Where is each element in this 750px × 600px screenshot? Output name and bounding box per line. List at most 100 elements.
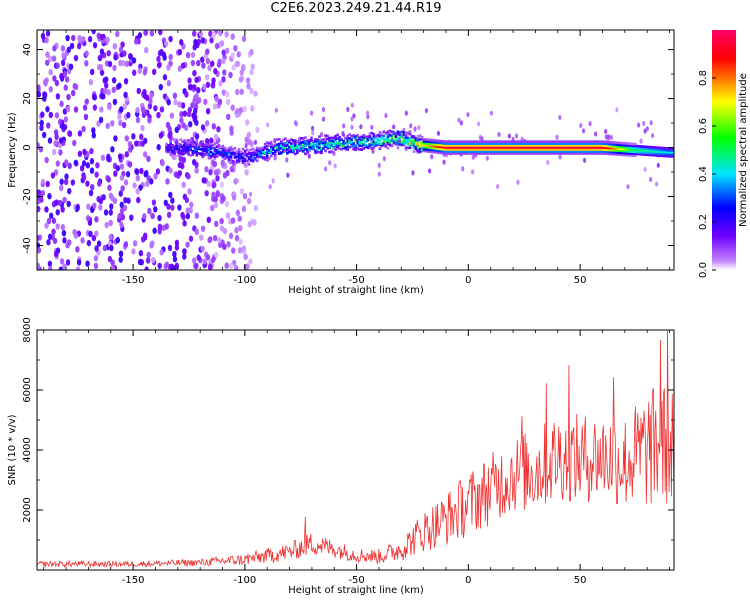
snr-peak-point bbox=[568, 365, 570, 367]
heatmap-cell bbox=[191, 159, 197, 166]
heatmap-cell bbox=[197, 152, 201, 155]
heatmap-cell bbox=[368, 143, 372, 146]
heatmap-cell bbox=[605, 140, 609, 144]
heatmap-cell bbox=[41, 131, 47, 139]
colorbar-tick-label: 0.8 bbox=[698, 70, 709, 86]
heatmap-cell bbox=[587, 144, 591, 147]
heatmap-cell bbox=[40, 178, 46, 186]
heatmap-cell bbox=[658, 150, 661, 154]
heatmap-cell bbox=[173, 98, 178, 106]
heatmap-cell bbox=[214, 95, 219, 103]
heatmap-cell bbox=[117, 113, 122, 120]
heatmap-cell bbox=[119, 201, 124, 209]
heatmap-cell bbox=[131, 57, 137, 64]
heatmap-cell bbox=[452, 142, 456, 145]
heatmap-cell bbox=[70, 179, 76, 186]
heatmap-cell bbox=[310, 125, 315, 131]
heatmap-cell bbox=[539, 142, 543, 145]
heatmap-cell bbox=[241, 35, 247, 43]
heatmap-cell bbox=[625, 146, 629, 149]
heatmap-cell bbox=[46, 122, 51, 129]
heatmap-cell bbox=[664, 148, 667, 152]
heatmap-cell bbox=[382, 134, 386, 138]
heatmap-cell bbox=[63, 84, 68, 91]
heatmap-cell bbox=[537, 140, 541, 143]
heatmap-cell bbox=[559, 144, 563, 147]
heatmap-cell bbox=[656, 154, 659, 157]
heatmap-cell bbox=[255, 148, 259, 152]
heatmap-cell bbox=[356, 136, 360, 139]
heatmap-cell bbox=[382, 138, 386, 141]
heatmap-cell bbox=[44, 222, 49, 229]
heatmap-cell bbox=[183, 149, 187, 152]
heatmap-cell bbox=[58, 266, 64, 270]
heatmap-cell bbox=[533, 144, 537, 147]
heatmap-cell bbox=[553, 150, 557, 153]
heatmap-cell bbox=[479, 152, 482, 155]
heatmap-cell bbox=[326, 134, 329, 138]
heatmap-cell bbox=[177, 148, 181, 151]
heatmap-cell bbox=[378, 134, 382, 137]
heatmap-cell bbox=[201, 140, 205, 143]
heatmap-cell bbox=[215, 151, 219, 155]
heatmap-cell bbox=[670, 153, 673, 156]
heatmap-cell bbox=[507, 142, 510, 145]
heatmap-cell bbox=[652, 149, 655, 153]
heatmap-cell bbox=[660, 146, 663, 150]
heatmap-cell bbox=[575, 150, 579, 153]
heatmap-cell bbox=[432, 144, 436, 148]
heatmap-cell bbox=[275, 150, 279, 153]
x-tick-label: -150 bbox=[122, 275, 145, 286]
heatmap-cell bbox=[489, 144, 492, 147]
heatmap-cell bbox=[505, 148, 508, 151]
heatmap-cell bbox=[404, 138, 408, 142]
heatmap-cell bbox=[156, 62, 162, 69]
y-tick-label: 40 bbox=[22, 43, 33, 56]
heatmap-cell bbox=[119, 174, 125, 181]
heatmap-cell bbox=[428, 168, 432, 174]
heatmap-cell bbox=[99, 106, 104, 113]
heatmap-cell bbox=[392, 141, 396, 145]
heatmap-cell bbox=[652, 148, 655, 151]
heatmap-cell bbox=[233, 147, 237, 150]
heatmap-cell bbox=[187, 146, 191, 150]
heatmap-cell bbox=[438, 151, 442, 155]
snr-peak-point bbox=[666, 330, 668, 333]
heatmap-cell bbox=[597, 152, 601, 155]
heatmap-cell bbox=[45, 51, 50, 58]
heatmap-cell bbox=[547, 148, 551, 151]
heatmap-cell bbox=[487, 150, 490, 153]
heatmap-cell bbox=[59, 184, 64, 192]
heatmap-cell bbox=[73, 232, 79, 239]
heatmap-cell bbox=[229, 151, 233, 155]
heatmap-cell bbox=[181, 140, 185, 143]
heatmap-cell bbox=[225, 212, 231, 219]
heatmap-cell bbox=[400, 143, 404, 147]
heatmap-cell bbox=[384, 143, 388, 147]
heatmap-cell bbox=[392, 134, 396, 138]
heatmap-cell bbox=[432, 148, 436, 152]
heatmap-cell bbox=[636, 150, 639, 154]
colorbar-label: Normalized spectral amplitude bbox=[738, 73, 749, 227]
heatmap-cell bbox=[609, 141, 613, 144]
heatmap-cell bbox=[151, 68, 157, 76]
heatmap-cell bbox=[136, 87, 141, 95]
heatmap-cell bbox=[175, 141, 178, 145]
heatmap-cell bbox=[194, 212, 200, 219]
heatmap-cell bbox=[179, 145, 183, 149]
heatmap-cell bbox=[81, 36, 86, 43]
heatmap-cell bbox=[257, 155, 261, 158]
heatmap-cell bbox=[94, 245, 99, 252]
heatmap-cell bbox=[187, 141, 191, 144]
heatmap-cell bbox=[168, 53, 173, 61]
heatmap-cell bbox=[255, 146, 259, 150]
heatmap-cell bbox=[565, 148, 569, 151]
heatmap-cell bbox=[595, 148, 599, 151]
heatmap-cell bbox=[350, 134, 354, 138]
heatmap-cell bbox=[422, 137, 426, 141]
heatmap-cell bbox=[507, 144, 510, 147]
heatmap-cell bbox=[579, 148, 583, 151]
heatmap-cell bbox=[565, 150, 569, 153]
heatmap-cell bbox=[217, 151, 221, 154]
